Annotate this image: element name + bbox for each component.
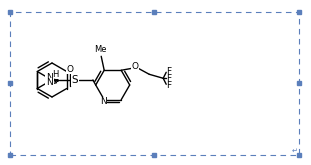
Text: F: F	[166, 67, 171, 76]
Text: S: S	[72, 75, 78, 85]
Text: O: O	[132, 62, 139, 71]
Text: Me: Me	[94, 45, 106, 54]
Text: N: N	[100, 97, 107, 106]
Text: ↵: ↵	[292, 148, 298, 154]
Text: O: O	[67, 65, 73, 73]
Text: N: N	[46, 78, 53, 87]
Text: F: F	[166, 81, 171, 90]
Text: F: F	[166, 74, 171, 83]
Text: N: N	[46, 73, 53, 82]
Text: H: H	[52, 69, 59, 79]
